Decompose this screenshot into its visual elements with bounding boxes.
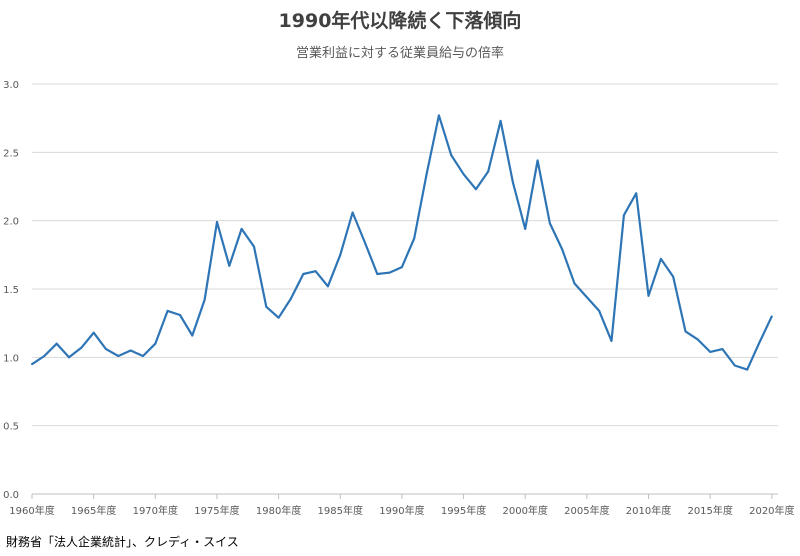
y-tick-label: 2.5	[3, 148, 19, 159]
x-tick-label: 1995年度	[441, 504, 486, 517]
data-point	[659, 257, 662, 260]
y-tick-label: 1.0	[3, 353, 19, 364]
data-point	[709, 350, 712, 353]
data-point	[487, 170, 490, 173]
data-point	[536, 159, 539, 162]
y-tick-label: 0.0	[3, 490, 19, 501]
data-point	[635, 192, 638, 195]
data-point	[67, 356, 70, 359]
x-axis	[31, 493, 778, 499]
data-point	[141, 354, 144, 357]
data-point	[450, 154, 453, 157]
series-line	[31, 114, 773, 371]
data-point	[154, 342, 157, 345]
data-point	[363, 241, 366, 244]
data-point	[610, 339, 613, 342]
data-point	[499, 119, 502, 122]
data-point	[721, 348, 724, 351]
x-tick-label: 1970年度	[133, 504, 178, 517]
data-point	[277, 316, 280, 319]
chart-title: 1990年代以降続く下落傾向	[278, 10, 522, 32]
data-point	[462, 173, 465, 176]
data-point	[511, 181, 514, 184]
data-point	[166, 309, 169, 312]
data-point	[696, 338, 699, 341]
data-point	[622, 214, 625, 217]
data-point	[252, 245, 255, 248]
x-tick-label: 1960年度	[9, 504, 54, 517]
series-line-path	[31, 114, 773, 371]
chart-subtitle: 営業利益に対する従業員給与の倍率	[295, 46, 504, 61]
data-point	[80, 346, 83, 349]
data-point	[437, 114, 440, 117]
data-point	[684, 330, 687, 333]
data-point	[117, 354, 120, 357]
x-tick-label: 1990年度	[379, 504, 424, 517]
data-point	[265, 305, 268, 308]
x-tick-label: 2020年度	[749, 504, 794, 517]
data-point	[573, 282, 576, 285]
data-point	[31, 363, 33, 366]
data-point	[55, 342, 58, 345]
data-point	[129, 349, 132, 352]
data-point	[376, 272, 379, 275]
data-point	[585, 296, 588, 299]
data-point	[758, 341, 761, 344]
data-point	[548, 222, 551, 225]
data-point	[561, 248, 564, 251]
gridlines	[32, 83, 778, 427]
x-tick-label: 1975年度	[194, 504, 239, 517]
x-tick-label: 1985年度	[318, 504, 363, 517]
data-point	[104, 348, 107, 351]
data-point	[474, 188, 477, 191]
x-axis-tick-labels: 1960年度 1965年度 1970年度 1975年度 1980年度 1985年度 1990…	[9, 504, 794, 517]
data-point	[43, 354, 46, 357]
data-point	[524, 227, 527, 230]
data-point	[228, 264, 231, 267]
data-point	[400, 266, 403, 269]
data-point	[351, 211, 354, 214]
x-tick-label: 1980年度	[256, 504, 301, 517]
data-point	[191, 334, 194, 337]
x-tick-label: 2010年度	[626, 504, 671, 517]
data-point	[178, 313, 181, 316]
x-tick-label: 2015年度	[687, 504, 732, 517]
y-tick-label: 0.5	[3, 422, 19, 433]
data-point	[733, 364, 736, 367]
data-point	[326, 285, 329, 288]
y-tick-label: 2.0	[3, 217, 19, 228]
data-point	[302, 272, 305, 275]
data-point	[388, 271, 391, 274]
y-tick-label: 1.5	[3, 285, 19, 296]
x-tick-label: 2000年度	[502, 504, 547, 517]
data-point	[339, 253, 342, 256]
x-tick-label: 1965年度	[71, 504, 116, 517]
data-point	[413, 237, 416, 240]
data-point	[598, 309, 601, 312]
data-point	[770, 315, 773, 318]
data-point	[203, 298, 206, 301]
y-tick-label: 3.0	[3, 80, 19, 91]
data-point	[215, 221, 218, 224]
data-point	[425, 173, 428, 176]
data-point	[746, 368, 749, 371]
data-point	[647, 294, 650, 297]
x-tick-label: 2005年度	[564, 504, 609, 517]
y-axis-tick-labels: 0.0 0.5 1.0 1.5 2.0 2.5 3.0	[3, 80, 19, 501]
data-point	[92, 331, 95, 334]
source-note: 財務省「法人企業統計」、クレディ・スイス	[6, 535, 239, 549]
data-point	[289, 297, 292, 300]
data-point	[240, 227, 243, 230]
data-point	[314, 270, 317, 273]
data-point	[672, 275, 675, 278]
